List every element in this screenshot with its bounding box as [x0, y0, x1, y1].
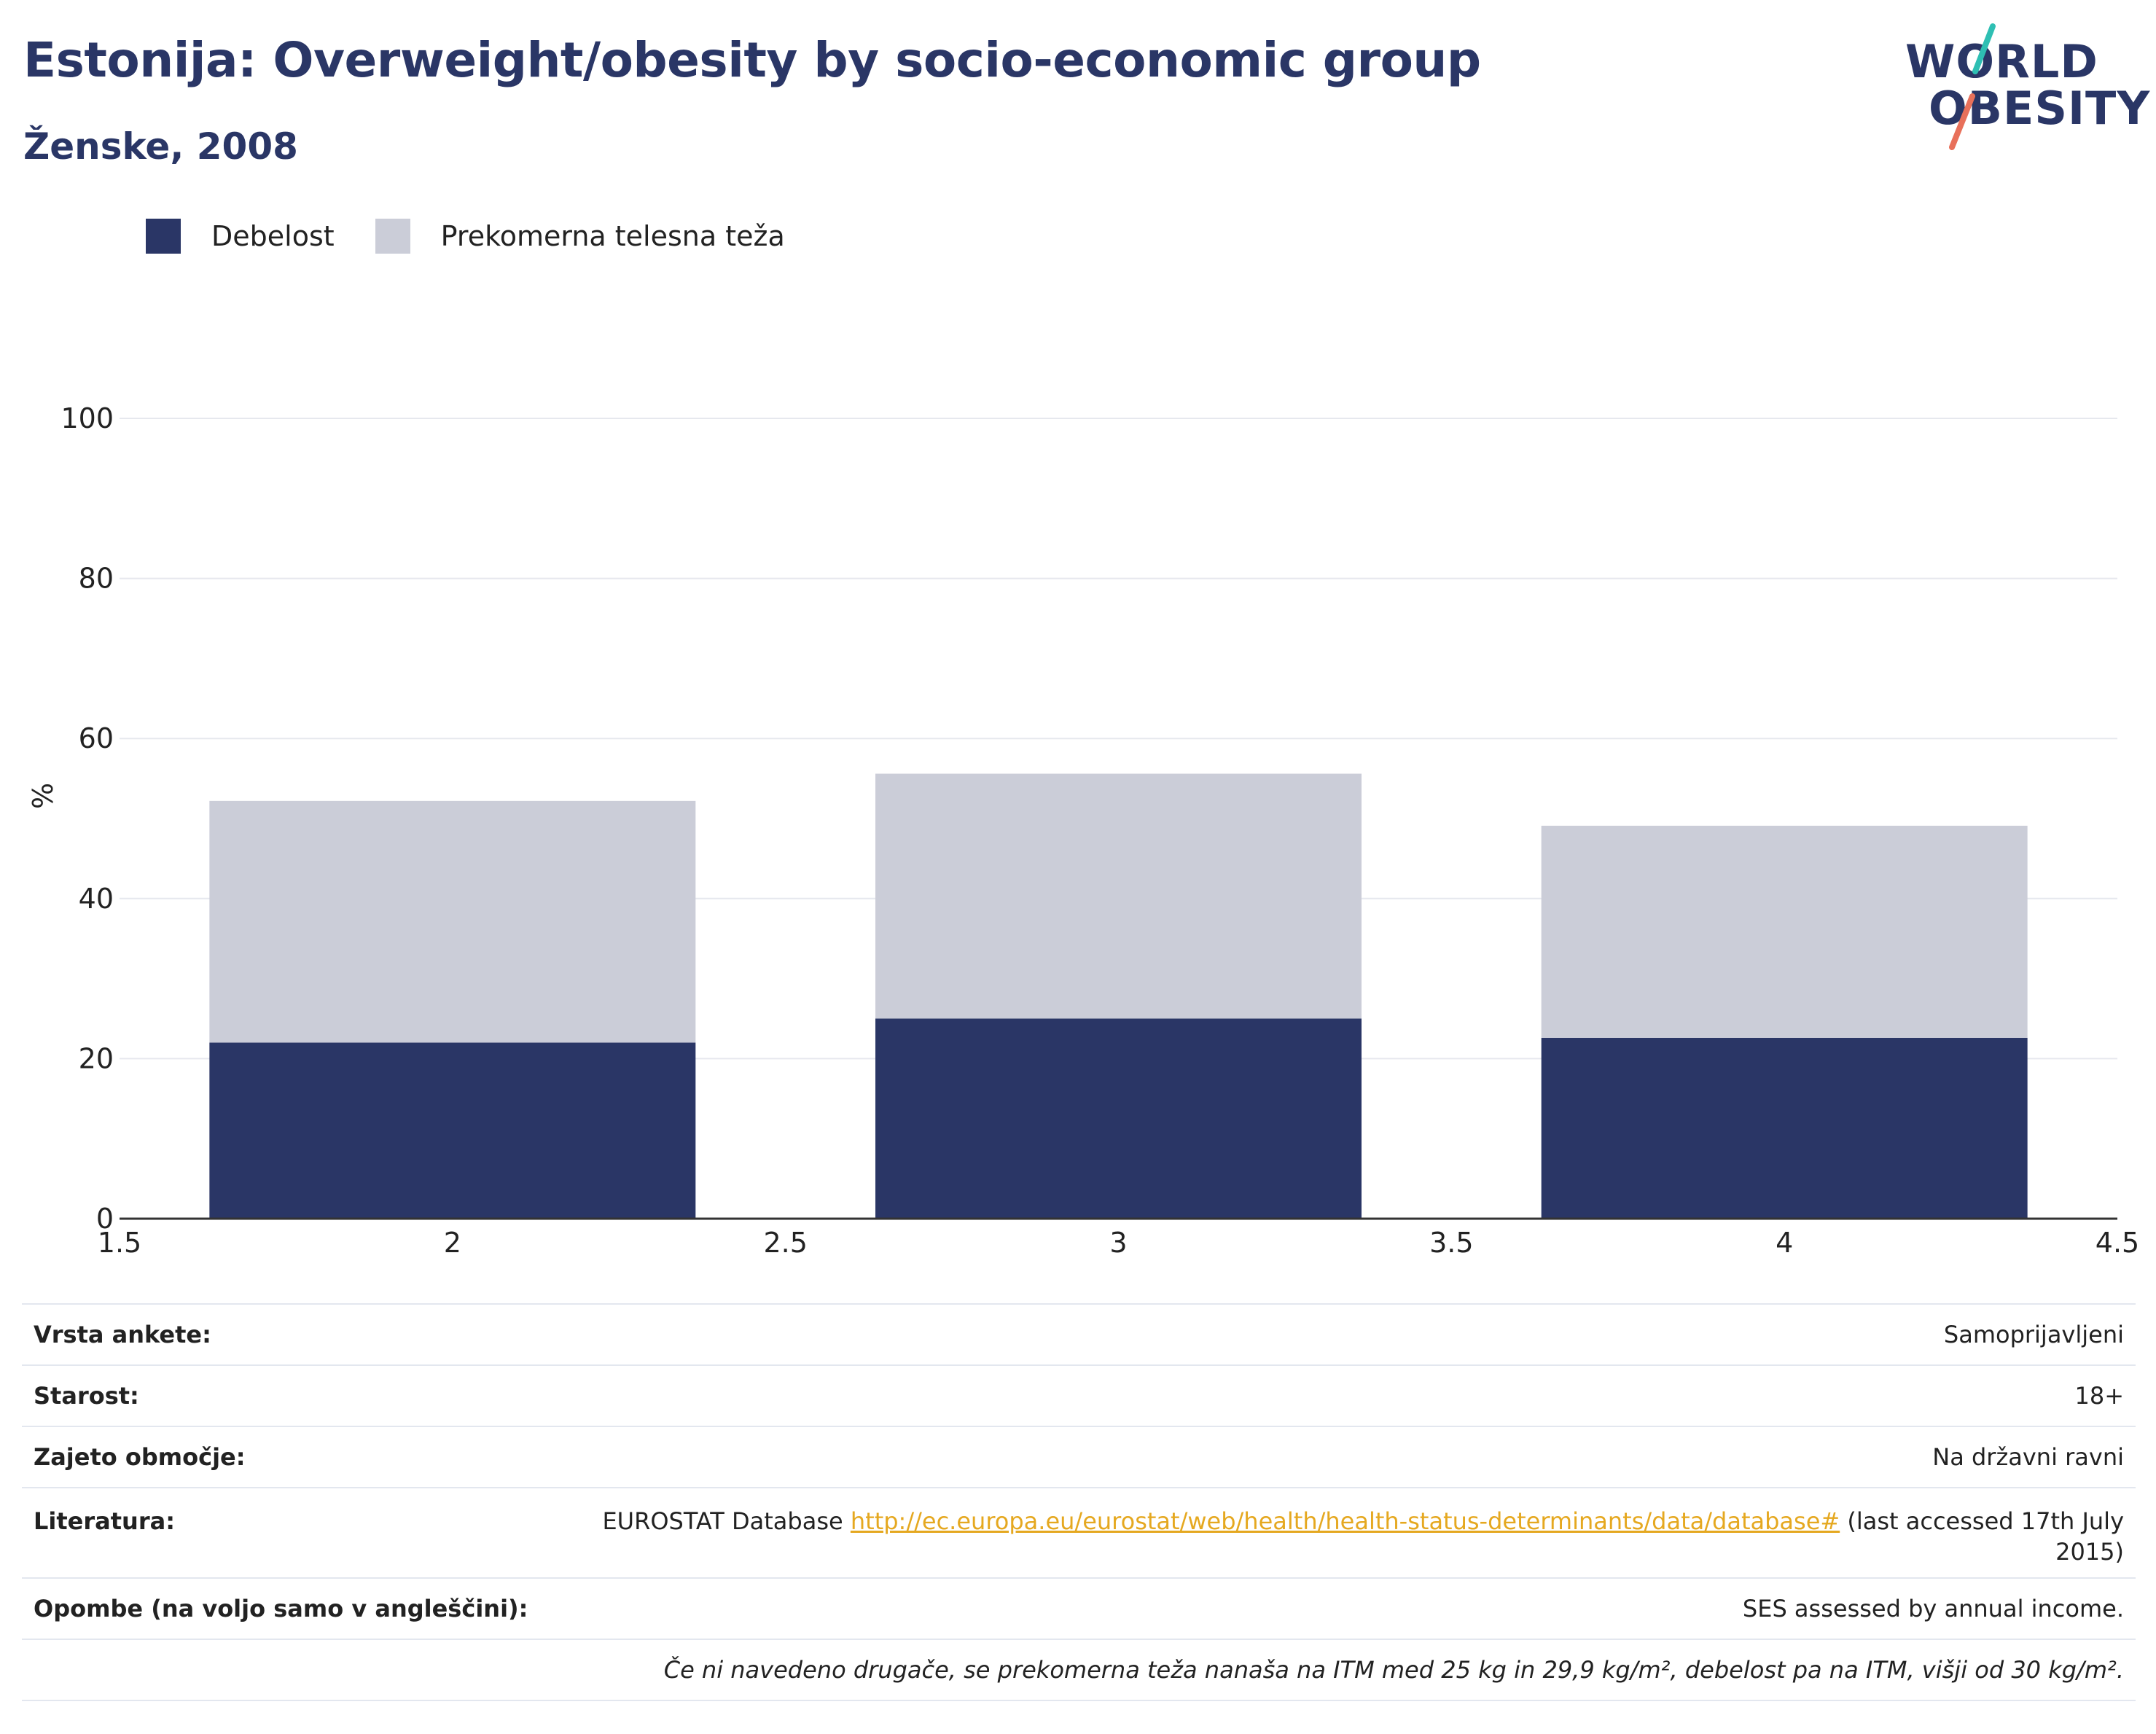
bar-prekomerna-4[interactable]: [1541, 825, 2028, 1038]
meta-key-age: Starost:: [34, 1382, 139, 1410]
x-tick-label: 2.5: [763, 1227, 807, 1259]
stacked-bar-chart: 0 20 40 60 80 100 1.5 2 2.5 3 3.5 4 4.5 %: [27, 402, 2139, 1259]
legend-item-debelost: Debelost: [146, 219, 335, 254]
meta-value-reference: EUROSTAT Database http://ec.europa.eu/eu…: [602, 1506, 2136, 1567]
legend-swatch-prekomerna: [375, 219, 410, 254]
meta-key-survey-type: Vrsta ankete:: [34, 1321, 211, 1348]
chart-legend: Debelost Prekomerna telesna teža: [146, 217, 826, 255]
world-obesity-logo: WORLD OBESITY: [1902, 22, 2149, 153]
y-tick-label: 60: [79, 722, 114, 754]
x-tick-label: 4: [1776, 1227, 1793, 1259]
y-tick-label: 100: [60, 402, 114, 434]
x-tick-label: 2: [444, 1227, 461, 1259]
meta-row-age: Starost: 18+: [22, 1364, 2136, 1426]
meta-row-notes: Opombe (na voljo samo v angleščini): SES…: [22, 1577, 2136, 1639]
x-tick-label: 3.5: [1429, 1227, 1473, 1259]
chart-bars: [209, 773, 2028, 1219]
meta-value-notes: SES assessed by annual income.: [1742, 1595, 2124, 1622]
x-tick-label: 4.5: [2096, 1227, 2139, 1259]
chart-axes: 0 20 40 60 80 100 1.5 2 2.5 3 3.5 4 4.5: [60, 402, 2139, 1259]
page-subtitle: Ženske, 2008: [23, 125, 298, 168]
meta-row-footnote: Če ni navedeno drugače, se prekomerna te…: [22, 1639, 2136, 1701]
reference-link[interactable]: http://ec.europa.eu/eurostat/web/health/…: [850, 1507, 1840, 1535]
meta-value-age: 18+: [2074, 1382, 2124, 1410]
meta-value-survey-type: Samoprijavljeni: [1943, 1321, 2124, 1348]
reference-suffix: (last accessed 17th July: [1840, 1507, 2124, 1535]
meta-key-reference: Literatura:: [34, 1507, 175, 1535]
meta-value-coverage: Na državni ravni: [1932, 1443, 2124, 1471]
bar-prekomerna-2[interactable]: [209, 800, 696, 1043]
legend-swatch-debelost: [146, 219, 181, 254]
bar-debelost-3[interactable]: [875, 1018, 1362, 1219]
y-axis-label: %: [27, 783, 59, 809]
y-tick-label: 40: [79, 883, 114, 915]
meta-key-coverage: Zajeto območje:: [34, 1443, 246, 1471]
footnote-text: Če ni navedeno drugače, se prekomerna te…: [663, 1656, 2124, 1684]
bar-prekomerna-3[interactable]: [875, 773, 1362, 1019]
logo-slash-icon: [1949, 23, 1996, 150]
logo-text-world: WORLD: [1905, 35, 2098, 88]
page-title: Estonija: Overweight/obesity by socio-ec…: [23, 32, 1481, 88]
reference-suffix-line2: 2015): [2055, 1538, 2124, 1566]
legend-item-prekomerna: Prekomerna telesna teža: [375, 219, 785, 254]
meta-row-coverage: Zajeto območje: Na državni ravni: [22, 1426, 2136, 1487]
legend-label-prekomerna: Prekomerna telesna teža: [440, 220, 785, 252]
y-tick-label: 0: [96, 1203, 114, 1235]
meta-row-reference: Literatura: EUROSTAT Database http://ec.…: [22, 1487, 2136, 1577]
reference-source: EUROSTAT Database: [602, 1507, 851, 1535]
y-tick-label: 20: [79, 1042, 114, 1074]
bar-debelost-2[interactable]: [209, 1042, 696, 1219]
meta-key-notes: Opombe (na voljo samo v angleščini):: [34, 1595, 528, 1622]
metadata-table: Vrsta ankete: Samoprijavljeni Starost: 1…: [22, 1303, 2136, 1701]
x-tick-label: 3: [1109, 1227, 1127, 1259]
x-tick-label: 1.5: [98, 1227, 141, 1259]
bar-debelost-4[interactable]: [1541, 1037, 2028, 1219]
y-tick-label: 80: [79, 563, 114, 595]
legend-label-debelost: Debelost: [211, 220, 335, 252]
meta-row-survey-type: Vrsta ankete: Samoprijavljeni: [22, 1303, 2136, 1364]
